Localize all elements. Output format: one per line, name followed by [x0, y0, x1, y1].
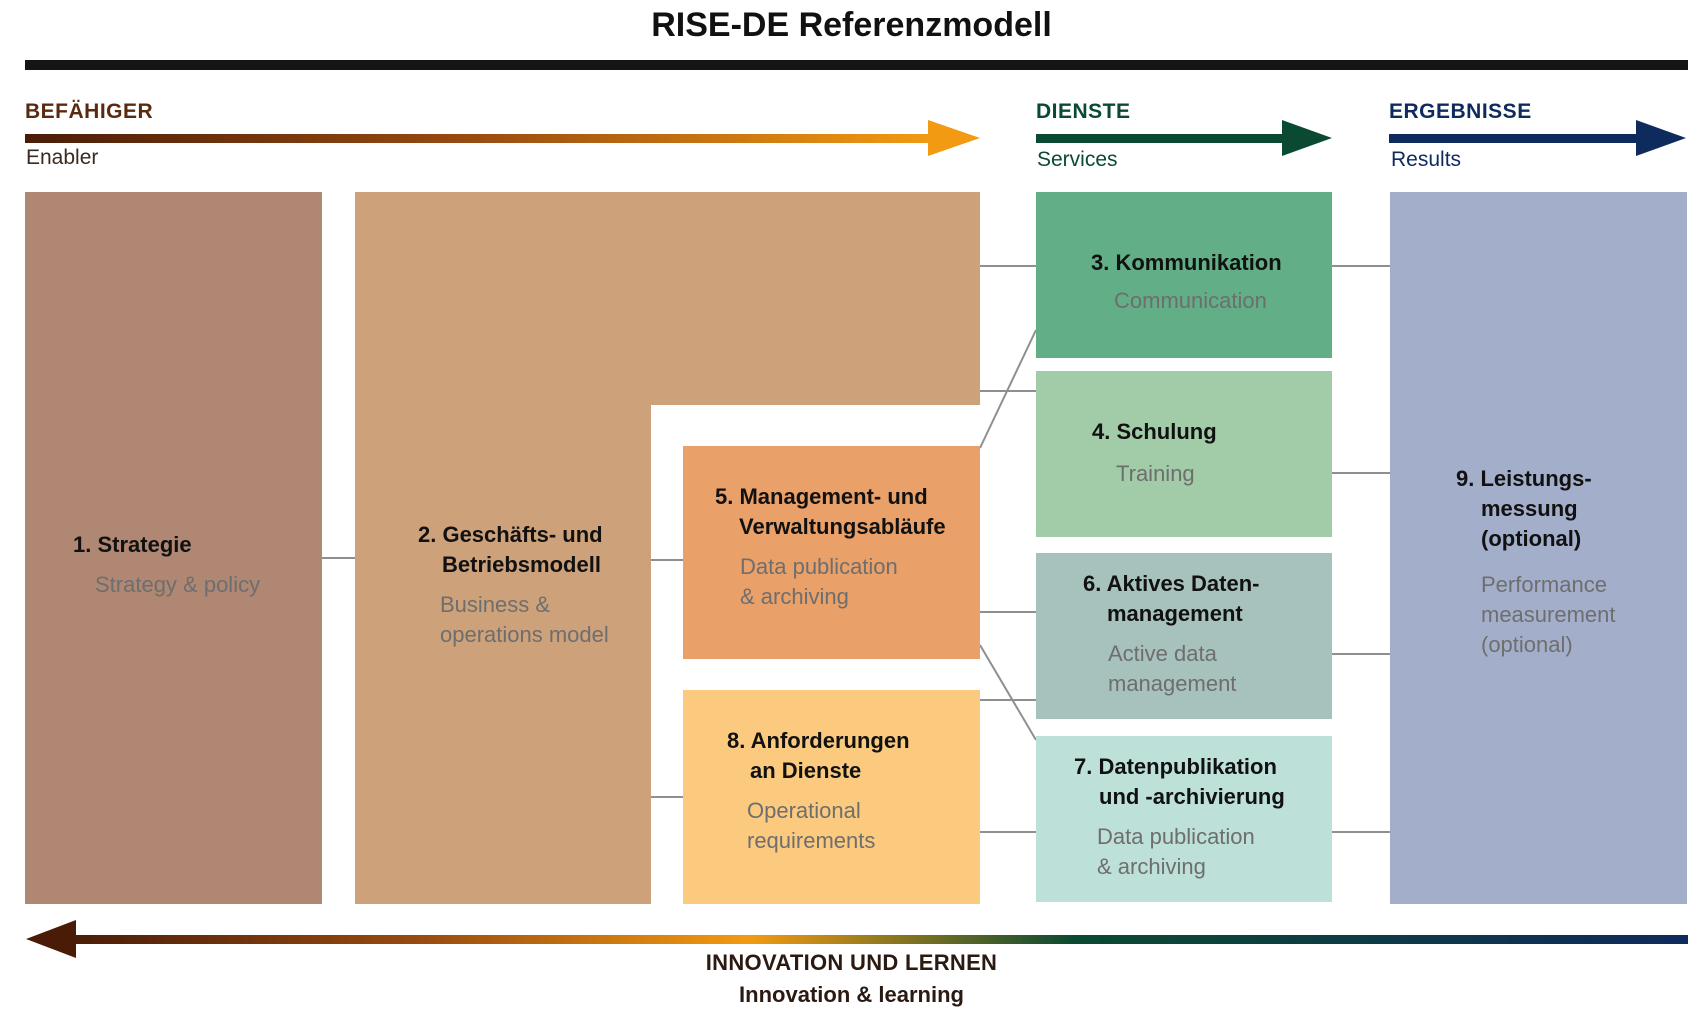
enabler-arrow-shaft	[25, 134, 930, 143]
box-management: 5. Management- und Verwaltungsabläufe Da…	[683, 446, 980, 659]
box-training-title: 4. Schulung	[1092, 419, 1217, 444]
box-requirements-subtitle-2: requirements	[747, 828, 876, 853]
box-strategy-title: 1. Strategie	[73, 532, 192, 557]
box-requirements: 8. Anforderungen an Dienste Operational …	[683, 690, 980, 904]
box-management-title-2: Verwaltungsabläufe	[739, 514, 946, 539]
results-arrow-head	[1636, 120, 1686, 156]
box-data-publication-title-2: und -archivierung	[1099, 784, 1285, 809]
box-requirements-title-2: an Dienste	[750, 758, 862, 783]
box-requirements-title-1: 8. Anforderungen	[727, 728, 910, 753]
box-active-data-subtitle-2: management	[1108, 671, 1237, 696]
box-performance-subtitle-3: (optional)	[1481, 632, 1573, 657]
enabler-header: BEFÄHIGER	[25, 100, 154, 123]
innovation-sublabel: Innovation & learning	[739, 982, 964, 1007]
title-underline	[25, 60, 1688, 70]
innovation-arrow-shaft	[70, 935, 1688, 944]
box-business-model: 2. Geschäfts- und Betriebsmodell Busines…	[355, 404, 651, 904]
box-business-model-title-1: 2. Geschäfts- und	[418, 522, 603, 547]
box-data-publication-subtitle-1: Data publication	[1097, 824, 1255, 849]
box-business-model-subtitle-2: operations model	[440, 622, 609, 647]
enabler-arrow-head	[928, 120, 980, 156]
connector-b5-b3	[979, 329, 1037, 449]
enabler-subheader: Enabler	[26, 146, 99, 169]
box-active-data-title-2: management	[1107, 601, 1243, 626]
box-requirements-subtitle-1: Operational	[747, 798, 861, 823]
diagram-title: RISE-DE Referenzmodell	[651, 6, 1052, 44]
box-communication: 3. Kommunikation Communication	[1036, 192, 1332, 358]
box-communication-title: 3. Kommunikation	[1091, 250, 1282, 275]
box-performance: 9. Leistungs- messung (optional) Perform…	[1390, 192, 1687, 904]
services-arrow-head	[1282, 120, 1332, 156]
box-performance-subtitle-2: measurement	[1481, 602, 1616, 627]
box-performance-title-1: 9. Leistungs-	[1456, 466, 1592, 491]
box-management-subtitle-1: Data publication	[740, 554, 898, 579]
connector-b5-b7	[979, 644, 1037, 741]
box-business-model-top	[355, 192, 980, 405]
box-communication-subtitle: Communication	[1114, 288, 1267, 313]
box-active-data-subtitle-1: Active data	[1108, 641, 1217, 666]
box-strategy: 1. Strategie Strategy & policy	[25, 192, 322, 904]
services-subheader: Services	[1037, 148, 1118, 171]
box-training-subtitle: Training	[1116, 461, 1195, 486]
box-management-title-1: 5. Management- und	[715, 484, 928, 509]
box-business-model-title-2: Betriebsmodell	[442, 552, 601, 577]
services-header: DIENSTE	[1036, 100, 1131, 123]
box-business-model-subtitle-1: Business &	[440, 592, 551, 617]
innovation-label: INNOVATION UND LERNEN	[705, 950, 998, 975]
box-active-data: 6. Aktives Daten- management Active data…	[1036, 553, 1332, 719]
box-data-publication: 7. Datenpublikation und -archivierung Da…	[1036, 736, 1332, 902]
results-header: ERGEBNISSE	[1389, 100, 1532, 123]
box-training: 4. Schulung Training	[1036, 371, 1332, 537]
results-arrow-shaft	[1389, 134, 1639, 143]
box-active-data-title-1: 6. Aktives Daten-	[1083, 571, 1260, 596]
box-data-publication-subtitle-2: & archiving	[1097, 854, 1206, 879]
services-arrow-shaft	[1036, 134, 1286, 143]
box-strategy-subtitle: Strategy & policy	[95, 572, 261, 597]
box-data-publication-title-1: 7. Datenpublikation	[1074, 754, 1277, 779]
results-subheader: Results	[1391, 148, 1462, 171]
box-performance-subtitle-1: Performance	[1481, 572, 1607, 597]
box-performance-title-3: (optional)	[1481, 526, 1582, 551]
box-performance-title-2: messung	[1481, 496, 1578, 521]
box-management-subtitle-2: & archiving	[740, 584, 849, 609]
